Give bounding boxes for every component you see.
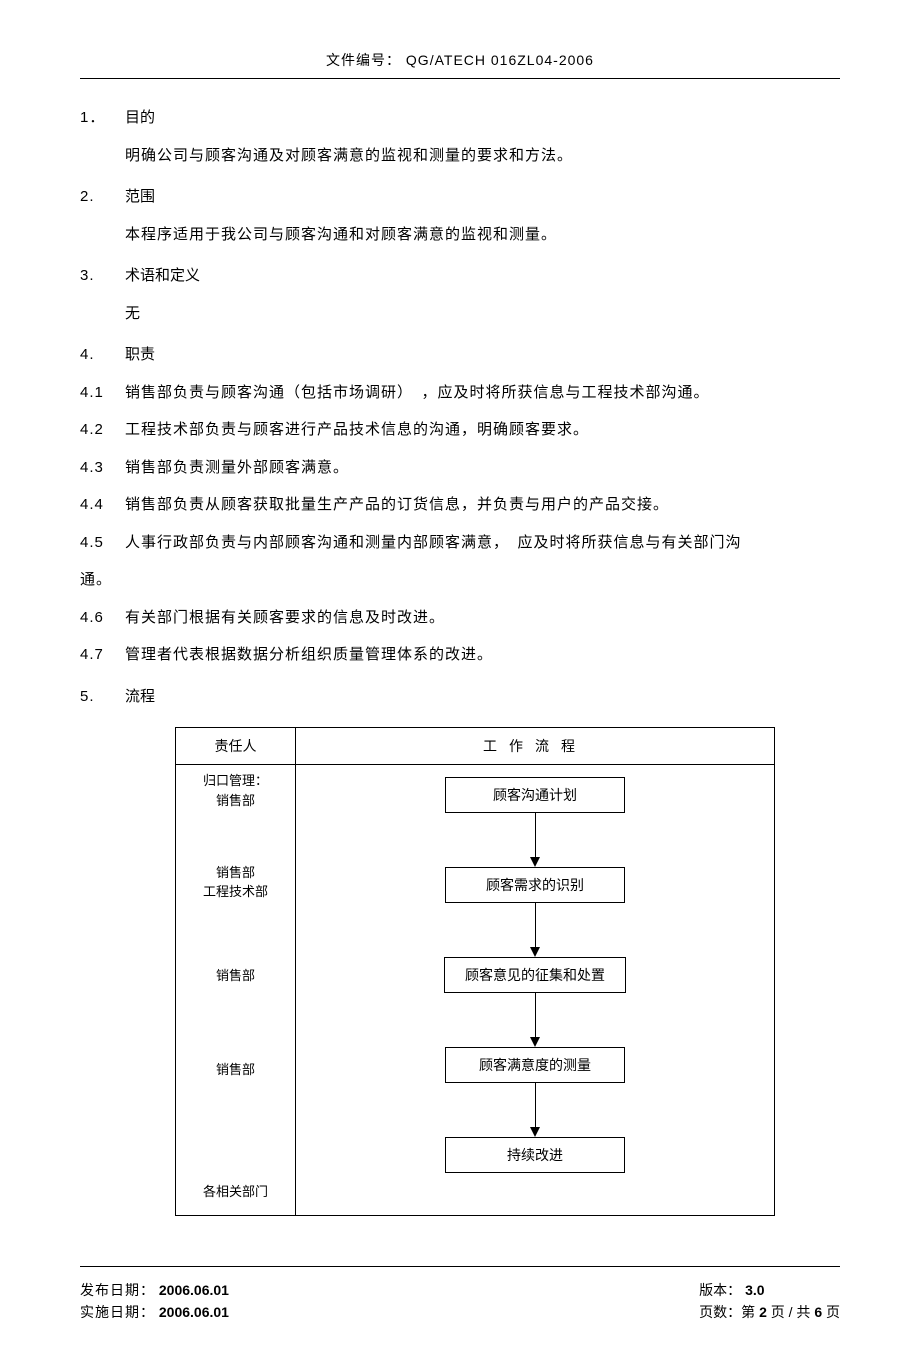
- section-4-title: 职责: [125, 346, 155, 363]
- item-4-2: 4.2工程技术部负责与顾客进行产品技术信息的沟通，明确顾客要求。: [80, 411, 840, 449]
- arrow-down-icon: [530, 857, 540, 867]
- page-current: 2: [759, 1304, 767, 1320]
- flowchart-step-1: 顾客需求的识别: [445, 867, 625, 903]
- section-1-body: 明确公司与顾客沟通及对顾客满意的监视和测量的要求和方法。: [80, 137, 840, 175]
- effective-date: 2006.06.01: [159, 1304, 229, 1320]
- page-total: 6: [814, 1304, 822, 1320]
- section-4: 4.职责: [80, 336, 840, 374]
- flowchart-arrow-1: [530, 903, 540, 957]
- section-1-title: 目的: [125, 109, 155, 126]
- flowchart-arrow-2: [530, 993, 540, 1047]
- section-5-title: 流程: [125, 688, 155, 705]
- arrow-down-icon: [530, 1127, 540, 1137]
- item-4-5-cont: 通。: [80, 561, 840, 599]
- flowchart-header-left: 责任人: [176, 728, 296, 764]
- flowchart-responsible-3: 销售部: [176, 1023, 295, 1117]
- flowchart-responsible-0: 归口管理：销售部: [176, 765, 295, 835]
- section-2-num: 2.: [80, 178, 125, 216]
- section-2-body: 本程序适用于我公司与顾客沟通和对顾客满意的监视和测量。: [80, 216, 840, 254]
- section-5: 5.流程: [80, 678, 840, 716]
- section-1-num: 1．: [80, 99, 125, 137]
- arrow-down-icon: [530, 1037, 540, 1047]
- section-5-num: 5.: [80, 678, 125, 716]
- section-3-body: 无: [80, 295, 840, 333]
- flowchart-header: 责任人 工作流程: [176, 728, 774, 765]
- publish-label: 发布日期：: [80, 1282, 155, 1298]
- document-header: 文件编号： QG/ATECH 016ZL04-2006: [80, 50, 840, 79]
- section-1: 1．目的: [80, 99, 840, 137]
- section-2: 2.范围: [80, 178, 840, 216]
- page-label: 页数：第: [699, 1304, 755, 1320]
- item-4-7-num: 4.7: [80, 636, 125, 674]
- item-4-6-text: 有关部门根据有关顾客要求的信息及时改进。: [125, 609, 445, 626]
- page-footer: 发布日期： 2006.06.01 实施日期： 2006.06.01 版本： 3.…: [80, 1266, 840, 1324]
- flowchart-step-2: 顾客意见的征集和处置: [444, 957, 626, 993]
- flowchart-left-column: 归口管理：销售部销售部工程技术部销售部销售部各相关部门: [176, 765, 296, 1215]
- flowchart-arrow-0: [530, 813, 540, 867]
- flowchart-responsible-1: 销售部工程技术部: [176, 835, 295, 929]
- item-4-6-num: 4.6: [80, 599, 125, 637]
- section-3-num: 3.: [80, 257, 125, 295]
- item-4-2-text: 工程技术部负责与顾客进行产品技术信息的沟通，明确顾客要求。: [125, 421, 589, 438]
- flowchart-step-4: 持续改进: [445, 1137, 625, 1173]
- section-4-num: 4.: [80, 336, 125, 374]
- item-4-4: 4.4销售部负责从顾客获取批量生产产品的订货信息，并负责与用户的产品交接。: [80, 486, 840, 524]
- page-suffix: 页: [826, 1304, 840, 1320]
- version-value: 3.0: [745, 1282, 764, 1298]
- item-4-1: 4.1销售部负责与顾客沟通（包括市场调研） ，应及时将所获信息与工程技术部沟通。: [80, 374, 840, 412]
- item-4-1-text: 销售部负责与顾客沟通（包括市场调研） ，应及时将所获信息与工程技术部沟通。: [125, 384, 710, 401]
- section-2-title: 范围: [125, 188, 155, 205]
- item-4-7-text: 管理者代表根据数据分析组织质量管理体系的改进。: [125, 646, 493, 663]
- item-4-3-num: 4.3: [80, 449, 125, 487]
- item-4-5-num: 4.5: [80, 524, 125, 562]
- version-label: 版本：: [699, 1282, 741, 1298]
- item-4-3: 4.3销售部负责测量外部顾客满意。: [80, 449, 840, 487]
- item-4-1-num: 4.1: [80, 374, 125, 412]
- item-4-3-text: 销售部负责测量外部顾客满意。: [125, 459, 349, 476]
- item-4-2-num: 4.2: [80, 411, 125, 449]
- section-3-title: 术语和定义: [125, 267, 200, 284]
- item-4-7: 4.7管理者代表根据数据分析组织质量管理体系的改进。: [80, 636, 840, 674]
- item-4-6: 4.6有关部门根据有关顾客要求的信息及时改进。: [80, 599, 840, 637]
- flowchart-body: 归口管理：销售部销售部工程技术部销售部销售部各相关部门 顾客沟通计划顾客需求的识…: [176, 765, 774, 1215]
- header-code: QG/ATECH 016ZL04-2006: [406, 52, 594, 68]
- flowchart-responsible-4: 各相关部门: [176, 1117, 295, 1215]
- arrow-down-icon: [530, 947, 540, 957]
- footer-left: 发布日期： 2006.06.01 实施日期： 2006.06.01: [80, 1279, 229, 1324]
- item-4-5-text: 人事行政部负责与内部顾客沟通和测量内部顾客满意， 应及时将所获信息与有关部门沟: [125, 534, 742, 551]
- publish-date: 2006.06.01: [159, 1282, 229, 1298]
- footer-right: 版本： 3.0 页数：第 2 页 / 共 6 页: [699, 1279, 840, 1324]
- flowchart-step-3: 顾客满意度的测量: [445, 1047, 625, 1083]
- section-3: 3.术语和定义: [80, 257, 840, 295]
- item-4-5: 4.5人事行政部负责与内部顾客沟通和测量内部顾客满意， 应及时将所获信息与有关部…: [80, 524, 840, 562]
- flowchart: 责任人 工作流程 归口管理：销售部销售部工程技术部销售部销售部各相关部门 顾客沟…: [175, 727, 775, 1216]
- flowchart-right-column: 顾客沟通计划顾客需求的识别顾客意见的征集和处置顾客满意度的测量持续改进: [296, 765, 774, 1215]
- flowchart-step-0: 顾客沟通计划: [445, 777, 625, 813]
- flowchart-responsible-2: 销售部: [176, 929, 295, 1023]
- item-4-4-num: 4.4: [80, 486, 125, 524]
- item-4-4-text: 销售部负责从顾客获取批量生产产品的订货信息，并负责与用户的产品交接。: [125, 496, 669, 513]
- flowchart-arrow-3: [530, 1083, 540, 1137]
- header-label: 文件编号：: [326, 52, 401, 68]
- page-mid: 页 / 共: [771, 1304, 811, 1320]
- effective-label: 实施日期：: [80, 1304, 155, 1320]
- flowchart-header-right: 工作流程: [296, 728, 774, 764]
